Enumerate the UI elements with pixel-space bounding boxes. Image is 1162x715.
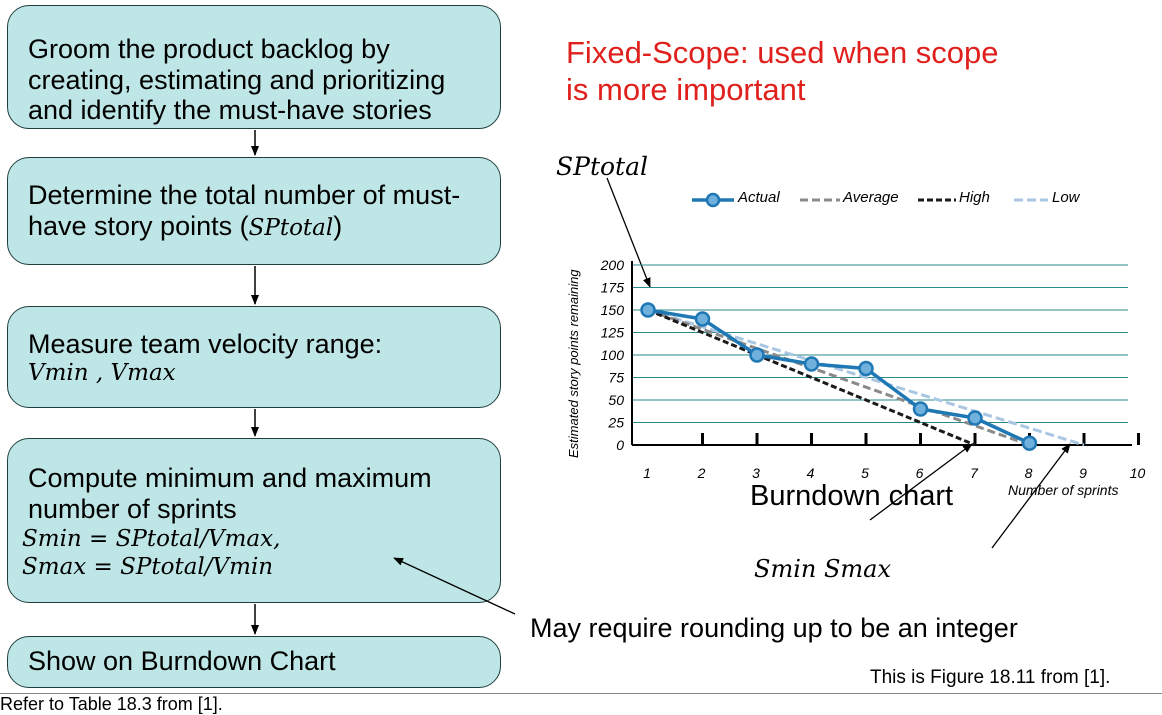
sptotal-arrow	[606, 177, 651, 288]
smax-formula: Smax = SPtotal/Vmin	[22, 553, 274, 580]
actual-data-point	[967, 410, 983, 426]
actual-data-point	[694, 311, 711, 327]
step-total-close: )	[333, 210, 343, 241]
legend-low-label: Low	[1052, 189, 1080, 206]
step-compute-text: Compute minimum and maximum number of sp…	[28, 463, 432, 524]
rounding-arrow	[393, 557, 516, 615]
legend-actual-marker	[705, 192, 721, 208]
x-tick-label: 5	[861, 465, 869, 481]
y-tick-label: 75	[608, 370, 624, 386]
sptotal-math: SPtotal	[248, 214, 334, 241]
smax-arrow	[991, 443, 1071, 549]
series-line-average	[647, 308, 1031, 447]
rounding-note: May require rounding up to be an integer	[530, 613, 1018, 643]
x-tick-label: 2	[697, 465, 706, 481]
x-tick-label: 9	[1079, 465, 1087, 481]
table-reference: Refer to Table 18.3 from [1].	[0, 694, 223, 714]
step-total-story-points: Determine the total number of must-have …	[7, 157, 501, 265]
legend-high-label: High	[959, 189, 990, 206]
smin-arrow	[869, 443, 973, 521]
title-line-2: is more important	[566, 72, 806, 108]
y-tick-label: 150	[601, 302, 625, 318]
x-tick-label: 8	[1025, 465, 1033, 481]
x-tick-label: 6	[916, 465, 924, 481]
figure-reference: This is Figure 18.11 from [1].	[870, 667, 1111, 688]
footer-divider	[0, 693, 1162, 694]
y-tick-label: 100	[601, 347, 625, 363]
actual-data-point	[640, 302, 656, 318]
step-total-text: Determine the total number of must-have …	[28, 180, 461, 241]
actual-data-point	[1021, 435, 1038, 451]
x-tick-label: 7	[970, 465, 979, 481]
step-compute-sprints: Compute minimum and maximum number of sp…	[7, 438, 501, 603]
y-tick-label: 25	[607, 415, 624, 431]
x-axis-label: Number of sprints	[1008, 482, 1119, 498]
step-show-burndown: Show on Burndown Chart	[7, 636, 501, 688]
sptotal-label: SPtotal	[556, 152, 648, 181]
x-tick-label: 3	[752, 465, 760, 481]
y-tick-label: 175	[601, 280, 625, 296]
legend-actual-label: Actual	[738, 189, 780, 206]
y-tick-label: 125	[601, 325, 625, 341]
y-tick-label: 0	[616, 437, 624, 453]
smin-formula: Smin = SPtotal/Vmax,	[22, 526, 281, 552]
actual-data-point	[803, 356, 820, 372]
step-velocity-text: Measure team velocity range:	[28, 329, 383, 359]
actual-data-point	[858, 360, 874, 377]
page-title: Fixed-Scope: used when scope is more imp…	[566, 34, 999, 108]
y-tick-label: 200	[600, 257, 625, 273]
actual-data-point	[912, 401, 929, 417]
actual-data-point	[749, 347, 765, 363]
y-tick-label: 50	[608, 392, 624, 408]
step-velocity-range: Measure team velocity range: Vmin , Vmax	[7, 306, 501, 408]
legend-average-label: Average	[843, 189, 899, 206]
x-tick-label: 1	[643, 465, 651, 481]
velocity-math: Vmin , Vmax	[28, 359, 176, 386]
x-tick-label: 10	[1130, 465, 1146, 481]
series-line-high	[647, 308, 976, 447]
x-tick-label: 4	[807, 465, 815, 481]
step-show-text: Show on Burndown Chart	[28, 646, 336, 676]
smin-smax-label: Smin Smax	[754, 555, 892, 583]
series-line-actual	[647, 308, 1031, 445]
burndown-chart-label: Burndown chart	[750, 480, 954, 512]
title-line-1: Fixed-Scope: used when scope	[566, 35, 999, 70]
step-groom-backlog-text: Groom the product backlog by creating, e…	[28, 34, 446, 125]
step-groom-backlog: Groom the product backlog by creating, e…	[7, 5, 501, 129]
series-line-low	[647, 308, 1085, 447]
